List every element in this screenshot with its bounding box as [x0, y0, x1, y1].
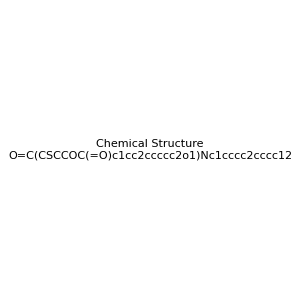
Text: Chemical Structure
O=C(CSCCOC(=O)c1cc2ccccc2o1)Nc1cccc2cccc12: Chemical Structure O=C(CSCCOC(=O)c1cc2cc…: [8, 139, 292, 161]
